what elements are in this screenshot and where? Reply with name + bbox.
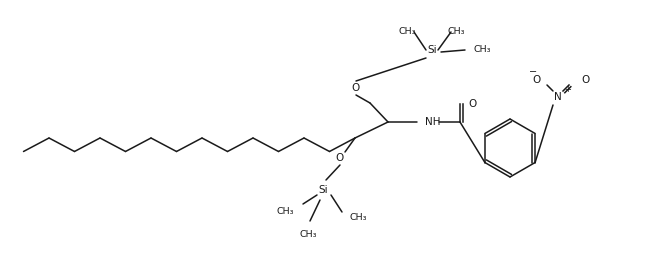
Text: O: O	[468, 99, 476, 109]
Text: Si: Si	[318, 185, 328, 195]
Text: CH₃: CH₃	[276, 206, 294, 216]
Text: CH₃: CH₃	[448, 27, 465, 36]
Text: O: O	[581, 75, 589, 85]
Text: O: O	[336, 153, 344, 163]
Text: CH₃: CH₃	[398, 27, 415, 36]
Text: CH₃: CH₃	[350, 213, 367, 223]
Text: CH₃: CH₃	[474, 46, 492, 55]
Text: −: −	[529, 67, 537, 77]
Text: NH: NH	[425, 117, 440, 127]
Text: +: +	[564, 86, 571, 94]
Text: CH₃: CH₃	[299, 230, 316, 239]
Text: N: N	[554, 92, 562, 102]
Text: Si: Si	[427, 45, 437, 55]
Text: O: O	[533, 75, 541, 85]
Text: O: O	[352, 83, 360, 93]
